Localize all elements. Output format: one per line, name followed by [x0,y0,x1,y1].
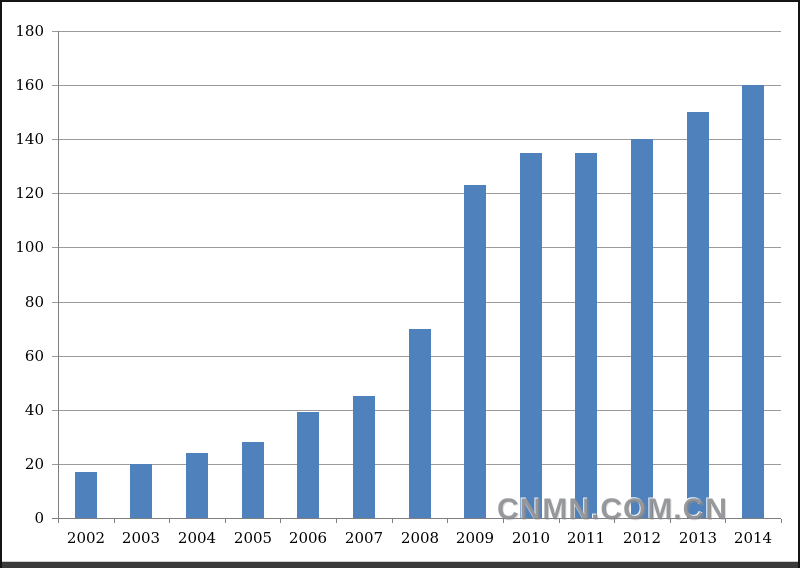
x-axis-tick-label: 2013 [678,529,718,547]
y-axis-tick-label: 0 [34,509,44,527]
x-axis-tick [614,519,615,523]
gridline [52,85,781,86]
bar-2014 [742,85,764,518]
x-axis-tick-label: 2010 [511,529,551,547]
y-axis-tick-label: 60 [24,347,44,365]
window-bottom-edge [2,561,798,568]
bar-2009 [464,185,486,518]
y-axis-line [58,31,59,519]
x-axis-tick [169,519,170,523]
bar-2007 [353,396,375,518]
gridline [52,247,781,248]
bar-2005 [242,442,264,518]
x-axis-tick-label: 2008 [400,529,440,547]
x-axis-tick-label: 2011 [566,529,606,547]
y-axis-tick-label: 20 [24,455,44,473]
x-axis-tick [447,519,448,523]
gridline [52,139,781,140]
x-axis-tick-label: 2006 [288,529,328,547]
x-axis-tick [280,519,281,523]
x-axis-tick-label: 2003 [121,529,161,547]
y-axis-tick-label: 120 [15,184,44,202]
x-axis-tick [670,519,671,523]
x-axis-tick-label: 2005 [233,529,273,547]
bar-2004 [186,453,208,518]
gridline [52,302,781,303]
gridline [52,31,781,32]
bar-2010 [520,153,542,518]
y-axis-tick-label: 40 [24,401,44,419]
bar-2012 [631,139,653,518]
watermark: CNMN.COM.CN [497,493,728,526]
x-axis-tick [58,519,59,523]
bar-2002 [75,472,97,518]
y-axis-tick-label: 100 [15,238,44,256]
y-axis-tick-label: 160 [15,76,44,94]
x-axis-tick [336,519,337,523]
bar-2013 [687,112,709,518]
y-axis-tick-label: 80 [24,293,44,311]
x-axis-tick-label: 2014 [733,529,773,547]
bar-2003 [130,464,152,518]
bar-2006 [297,412,319,518]
x-axis-tick-label: 2009 [455,529,495,547]
x-axis-tick [559,519,560,523]
y-axis-tick-label: 140 [15,130,44,148]
x-axis-tick [725,519,726,523]
x-axis-tick [114,519,115,523]
x-axis-tick-label: 2012 [622,529,662,547]
x-axis-tick-label: 2007 [344,529,384,547]
bar-2011 [575,153,597,518]
bar-2008 [409,329,431,518]
x-axis-line [52,518,781,519]
x-axis-tick [225,519,226,523]
gridline [52,193,781,194]
x-axis-tick [781,519,782,523]
x-axis-tick [503,519,504,523]
x-axis-tick [392,519,393,523]
y-axis-tick-label: 180 [15,22,44,40]
x-axis-tick-label: 2002 [66,529,106,547]
x-axis-tick-label: 2004 [177,529,217,547]
